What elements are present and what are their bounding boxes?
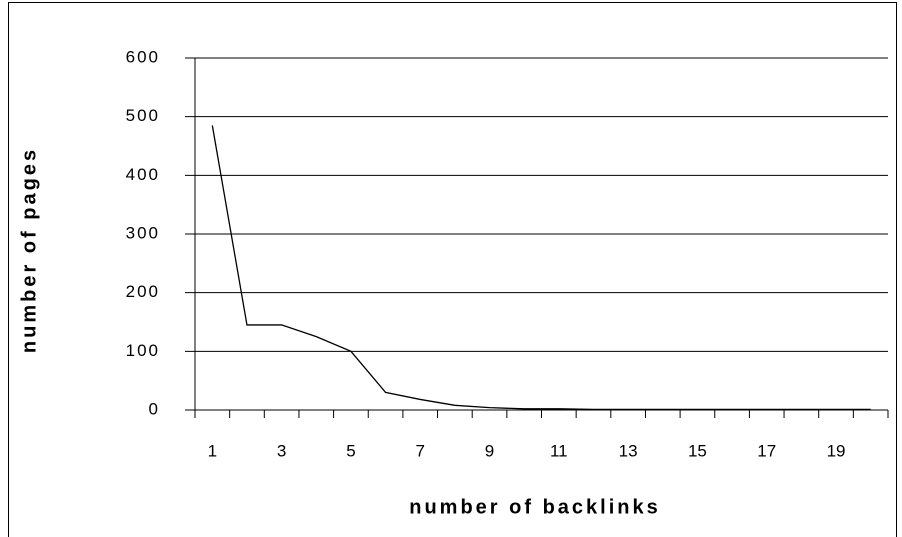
y-axis-title: number of pages [18, 147, 40, 353]
y-tick-label: 300 [126, 223, 160, 242]
x-tick-label: 7 [415, 441, 424, 460]
x-tick-label: 19 [827, 441, 846, 460]
y-tick-label: 500 [126, 106, 160, 125]
y-tick-label: 0 [149, 399, 160, 418]
y-tick-label: 400 [126, 165, 160, 184]
y-tick-label: 600 [126, 47, 160, 66]
x-tick-label: 3 [277, 441, 286, 460]
data-line [211, 125, 871, 411]
x-tick-label: 9 [485, 441, 494, 460]
y-tick-label: 200 [126, 282, 160, 301]
x-tick-label: 13 [619, 441, 638, 460]
x-tick-label: 1 [208, 441, 217, 460]
x-tick-label: 11 [550, 441, 568, 460]
x-tick-label: 5 [346, 441, 355, 460]
x-axis-title: number of backlinks [409, 496, 661, 518]
y-tick-label: 100 [126, 341, 160, 360]
chart-frame [8, 2, 897, 537]
x-tick-label: 15 [688, 441, 707, 460]
x-tick-label: 17 [757, 441, 776, 460]
